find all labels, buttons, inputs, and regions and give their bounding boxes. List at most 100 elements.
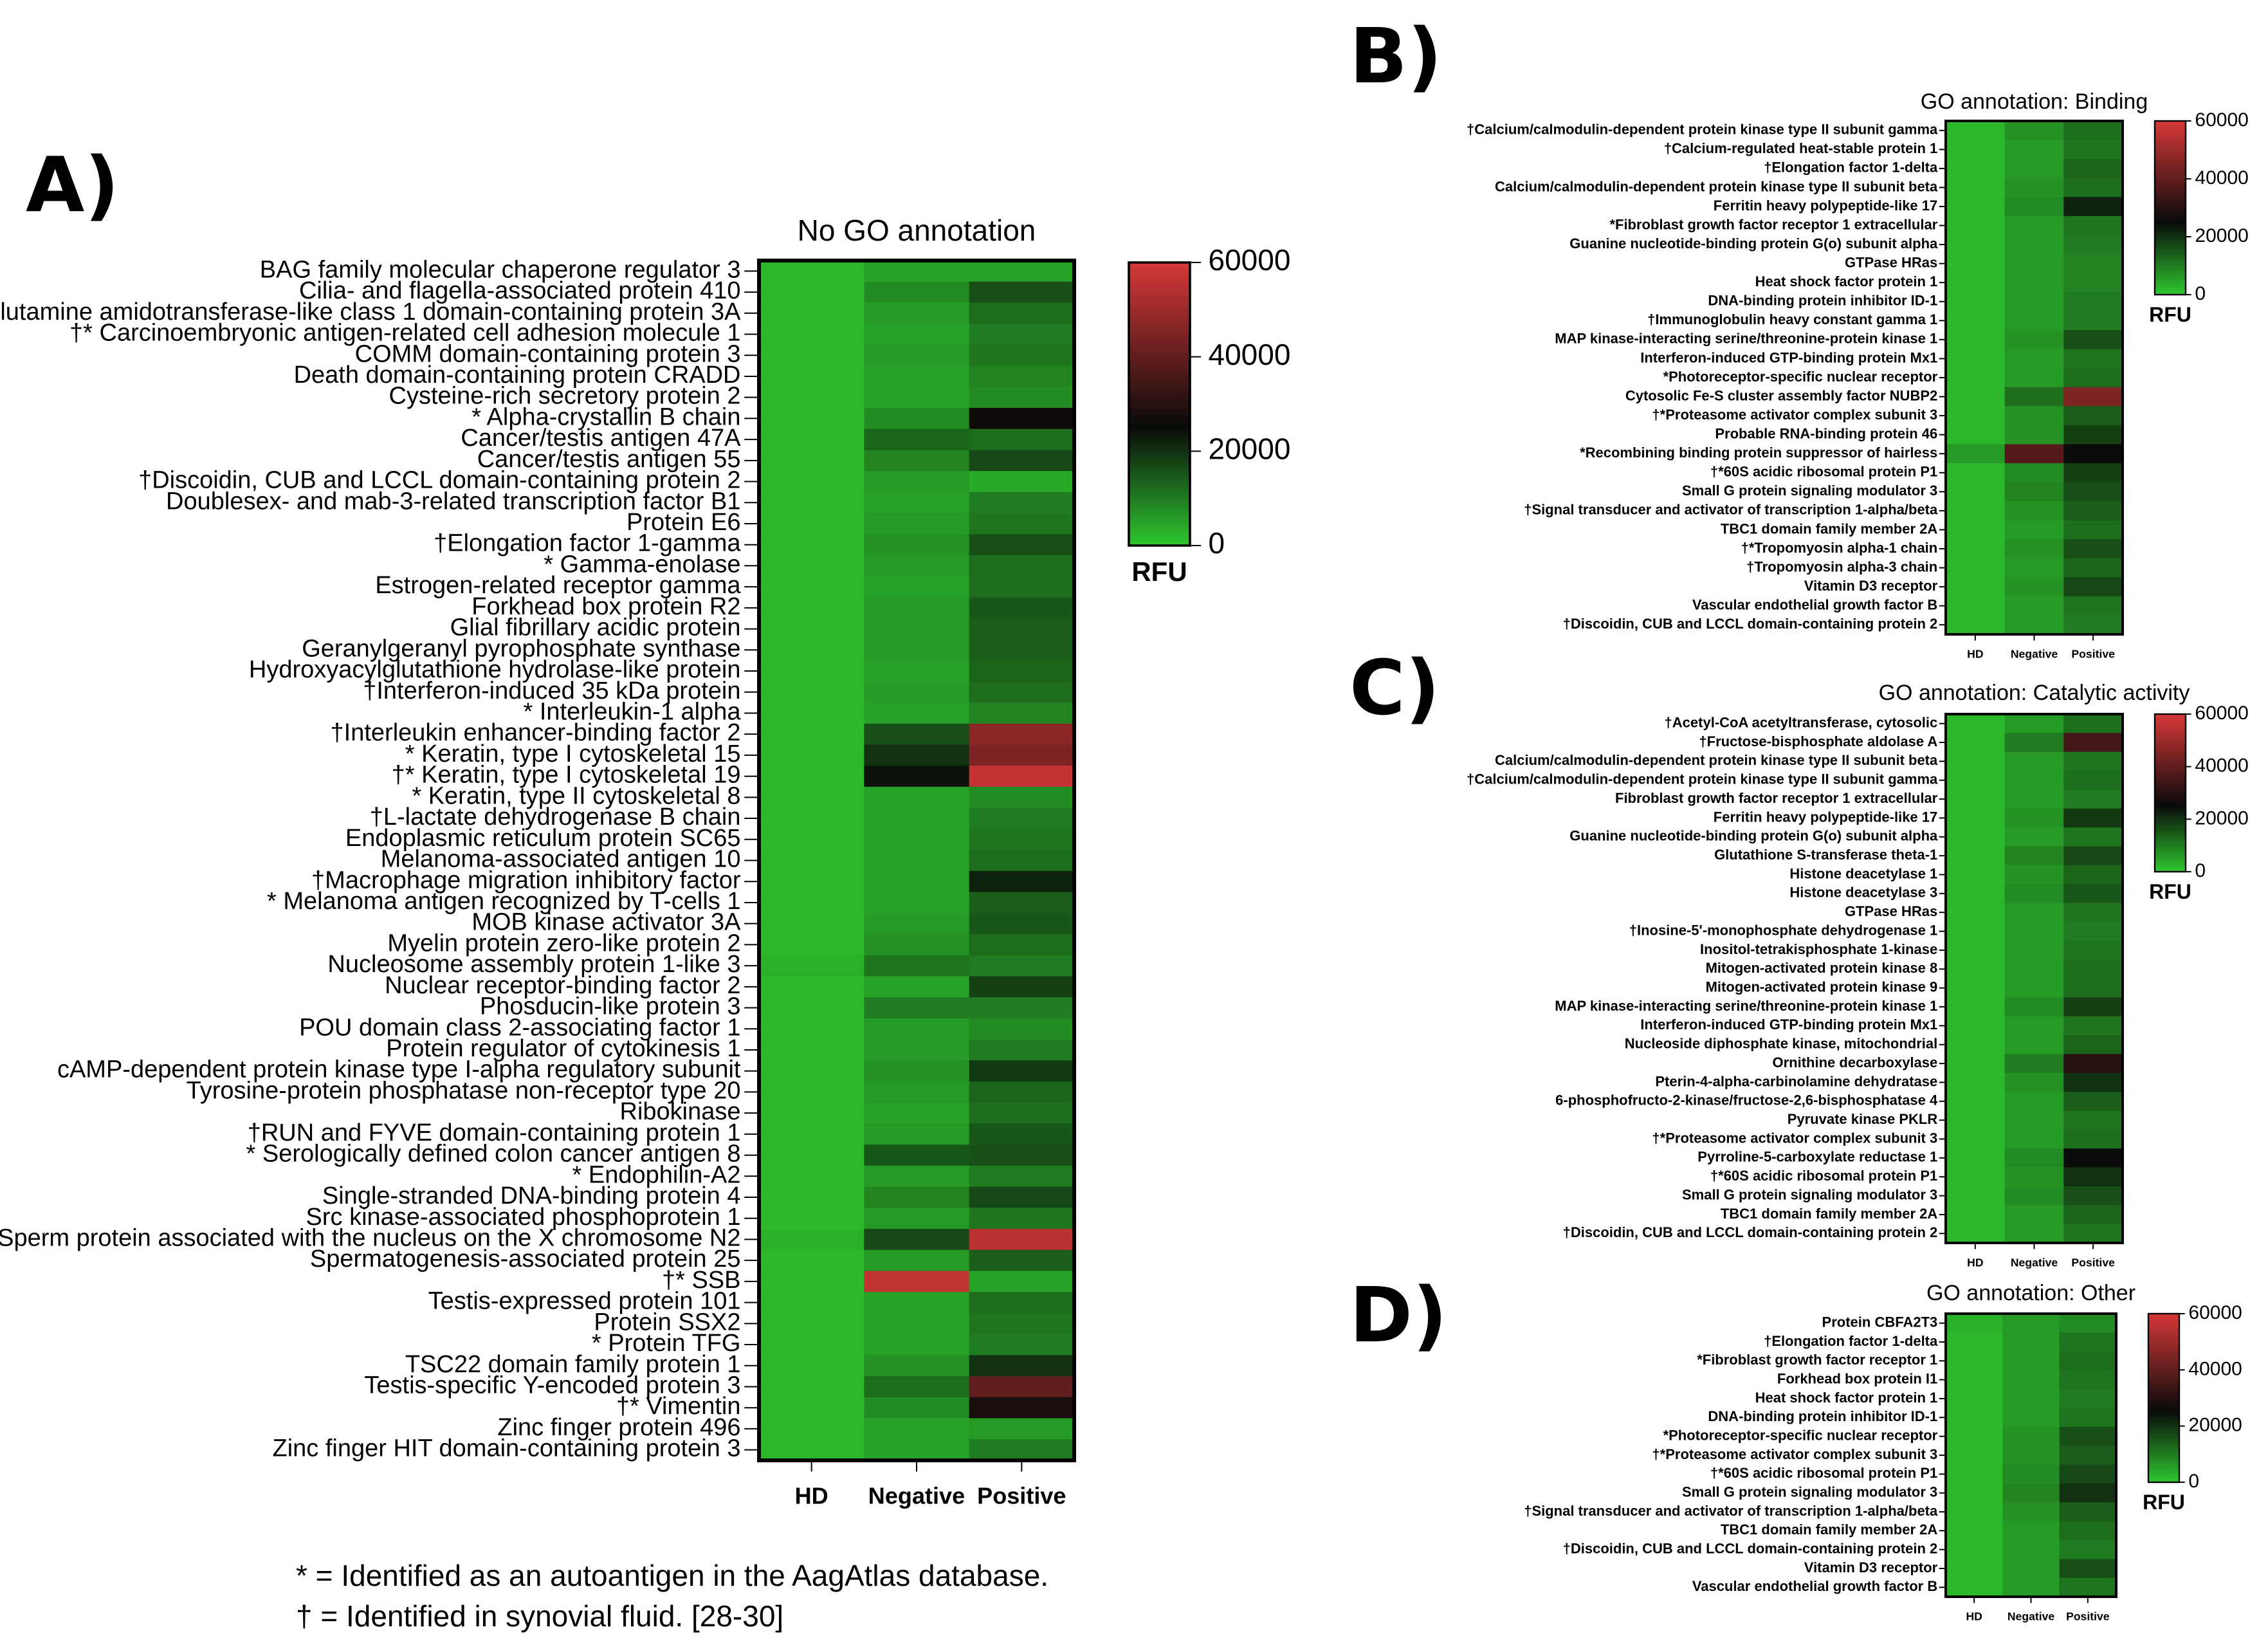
other-cell: [2059, 1464, 2117, 1484]
binding-cell: [1946, 253, 2006, 274]
no-go-cell: [969, 450, 1075, 472]
catalytic-cell: [1946, 1167, 2006, 1187]
catalytic-cell: [1946, 865, 2006, 885]
other-colorbar-tick-label: 20000: [2188, 1415, 2242, 1436]
catalytic-cell: [1946, 1072, 2006, 1092]
no-go-cell: [864, 807, 970, 830]
catalytic-cell: [2004, 1054, 2065, 1074]
catalytic-cell: [2063, 997, 2123, 1017]
binding-cell: [2004, 444, 2065, 464]
no-go-cell: [864, 955, 970, 977]
no-go-cell: [759, 1186, 865, 1209]
catalytic-cell: [2063, 941, 2123, 960]
other-row-label: †Discoidin, CUB and LCCL domain-containi…: [1563, 1540, 1938, 1556]
no-go-cell: [759, 1208, 865, 1229]
no-go-cell: [969, 408, 1075, 430]
other-cell: [2059, 1484, 2117, 1503]
catalytic-cell: [2063, 959, 2123, 979]
no-go-cell: [759, 639, 865, 661]
binding-row-label: †*60S acidic ribosomal protein P1: [1710, 464, 1937, 480]
other-cell: [1946, 1351, 2004, 1371]
other-cell: [1946, 1484, 2004, 1503]
no-go-cell: [864, 997, 970, 1019]
other-colorbar-tick-label: 0: [2188, 1471, 2199, 1492]
catalytic-row-label: †Calcium/calmodulin-dependent protein ki…: [1467, 771, 1938, 787]
binding-cell: [2063, 558, 2123, 578]
catalytic-cell: [2004, 959, 2065, 979]
binding-row-label: Vascular endothelial growth factor B: [1692, 596, 1937, 612]
catalytic-cell: [2004, 733, 2065, 753]
binding-cell: [2063, 539, 2123, 559]
no-go-cell: [969, 807, 1075, 830]
binding-row-label: DNA-binding protein inhibitor ID-1: [1708, 293, 1937, 309]
no-go-cell: [969, 471, 1075, 493]
catalytic-cell: [2004, 921, 2065, 942]
no-go-cell: [759, 1355, 865, 1377]
binding-cell: [1946, 216, 2006, 236]
no-go-row-label: TSC22 domain family protein 1: [405, 1351, 741, 1378]
no-go-cell: [864, 1102, 970, 1125]
catalytic-cell: [2063, 1072, 2123, 1092]
no-go-row-label: Doublesex- and mab-3-related transcripti…: [166, 488, 740, 515]
no-go-cell: [759, 1439, 865, 1461]
no-go-row-label: * Gamma-enolase: [544, 551, 740, 578]
other-row-label: †*60S acidic ribosomal protein P1: [1710, 1465, 1937, 1481]
other-colorbar-tick-label: 40000: [2188, 1358, 2242, 1379]
no-go-row-label: Protein E6: [626, 509, 740, 536]
other-row-label: †Elongation factor 1-delta: [1764, 1333, 1938, 1349]
binding-cell: [1946, 501, 2006, 521]
no-go-cell: [759, 1229, 865, 1251]
no-go-row-label: Melanoma-associated antigen 10: [381, 846, 741, 873]
no-go-cell: [864, 1355, 970, 1377]
no-go-cell: [864, 703, 970, 724]
no-go-cell: [969, 281, 1075, 304]
other-cell: [1946, 1370, 2004, 1390]
no-go-row-label: Spermatogenesis-associated protein 25: [310, 1245, 741, 1273]
no-go-cell: [759, 1081, 865, 1103]
catalytic-cell: [2004, 1205, 2065, 1225]
no-go-cell: [864, 534, 970, 556]
catalytic-cell: [1946, 1224, 2006, 1244]
no-go-cell: [759, 1165, 865, 1188]
binding-cell: [2004, 501, 2065, 521]
no-go-cell: [969, 1039, 1075, 1061]
catalytic-cell: [2004, 789, 2065, 809]
no-go-cell: [759, 471, 865, 493]
catalytic-colorbar-frame: [2154, 713, 2187, 873]
no-go-cell: [969, 892, 1075, 914]
catalytic-row-label: †*Proteasome activator complex subunit 3: [1652, 1130, 1937, 1146]
no-go-cell: [759, 1376, 865, 1398]
no-go-row-label: POU domain class 2-associating factor 1: [299, 1014, 740, 1041]
other-cell: [2002, 1389, 2060, 1409]
other-cell: [2002, 1351, 2060, 1371]
no-go-row-label: Glial fibrillary acidic protein: [450, 614, 741, 641]
no-go-row-label: Sperm protein associated with the nucleu…: [0, 1224, 741, 1251]
footnote-autoantigen: * = Identified as an autoantigen in the …: [296, 1559, 1049, 1592]
catalytic-cell: [2004, 846, 2065, 866]
binding-cell: [1946, 292, 2006, 312]
no-go-row-label: cAMP-dependent protein kinase type I-alp…: [57, 1056, 741, 1083]
no-go-row-label: †* Carcinoembryonic antigen-related cell…: [69, 320, 740, 347]
no-go-cell: [864, 324, 970, 345]
no-go-cell: [969, 513, 1075, 535]
no-go-cell: [969, 997, 1075, 1019]
catalytic-cell: [2004, 1129, 2065, 1150]
binding-cell: [1946, 178, 2006, 198]
no-go-row-label: †* SSB: [662, 1267, 741, 1294]
no-go-cell: [759, 892, 865, 914]
binding-cell: [2063, 368, 2123, 388]
no-go-cell: [864, 681, 970, 703]
no-go-cell: [864, 1249, 970, 1272]
catalytic-cell: [1946, 789, 2006, 809]
catalytic-row-label: 6-phosphofructo-2-kinase/fructose-2,6-bi…: [1555, 1092, 1938, 1108]
no-go-cell: [969, 660, 1075, 683]
no-go-cell: [969, 744, 1075, 767]
no-go-cell: [969, 365, 1075, 388]
no-go-cell: [864, 1186, 970, 1209]
no-go-colorbar: [1129, 262, 1190, 546]
no-go-cell: [969, 1229, 1075, 1251]
no-go-row-label: Death domain-containing protein CRADD: [294, 362, 741, 389]
no-go-cell: [759, 976, 865, 998]
catalytic-cell: [2004, 941, 2065, 960]
other-cell: [1946, 1408, 2004, 1428]
